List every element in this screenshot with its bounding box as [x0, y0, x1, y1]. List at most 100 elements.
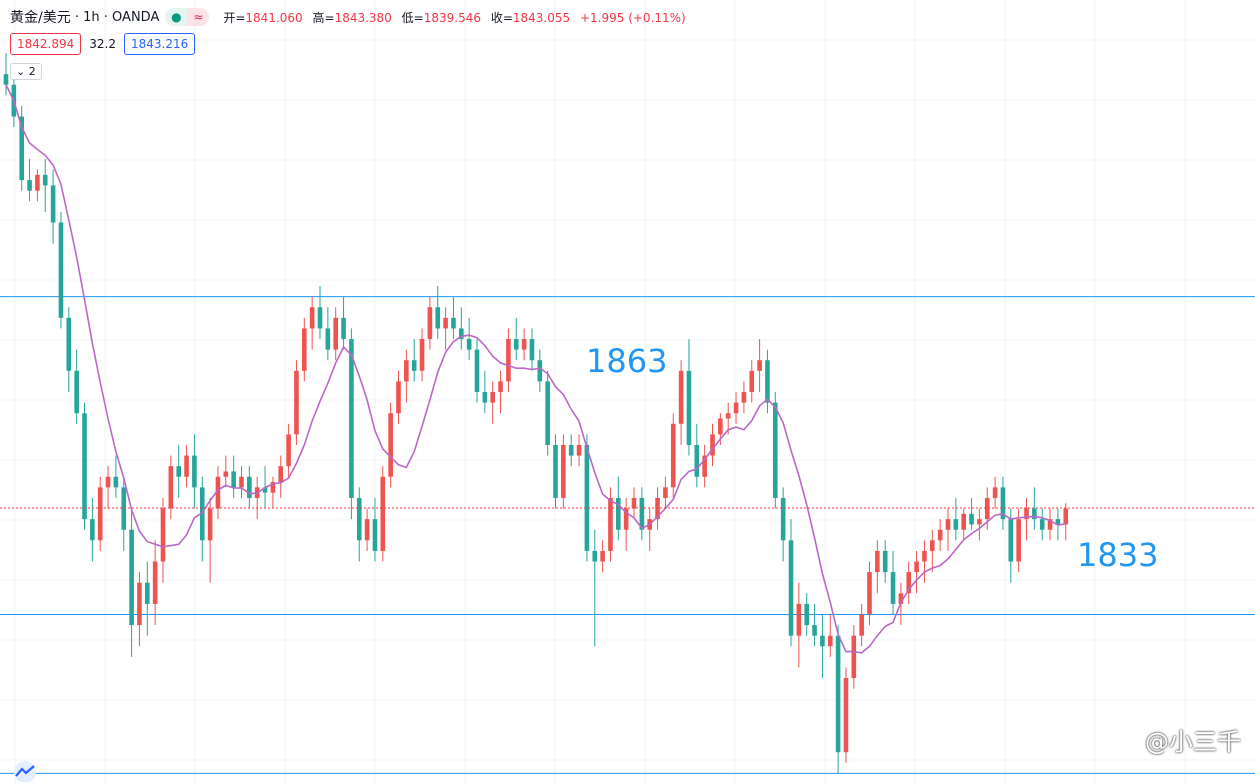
candles [3, 52, 1069, 774]
candle-body [129, 529, 134, 626]
spread-value: 32.2 [89, 37, 116, 51]
candle [867, 561, 872, 626]
candle-body [655, 497, 660, 520]
indicator-collapse-button[interactable]: ⌄ 2 [10, 63, 42, 80]
candle-body [513, 339, 519, 350]
candle-body [3, 74, 9, 85]
candle [1039, 508, 1045, 541]
candle-body [584, 444, 590, 551]
candle-body [733, 402, 739, 414]
candle-body [992, 487, 998, 498]
candle-body [286, 434, 291, 467]
candle [380, 466, 386, 562]
candle-body [498, 381, 503, 392]
low-value: 1839.546 [423, 10, 481, 25]
candle-body [137, 582, 142, 626]
candle-body [341, 317, 346, 340]
candle [977, 508, 982, 541]
candle [600, 540, 605, 573]
candle-body [890, 572, 896, 604]
candle [239, 466, 244, 498]
candle-body [796, 603, 802, 636]
candle-body [97, 487, 103, 541]
ohlc-values: 开=1841.060 高=1843.380 低=1839.546 收=1843.… [223, 10, 686, 25]
candle [545, 370, 550, 456]
candle [97, 476, 103, 551]
candle-body [474, 349, 480, 392]
candle-body [922, 550, 927, 562]
candle [482, 370, 488, 414]
ask-button[interactable]: 1843.216 [123, 33, 196, 55]
candle-body [262, 487, 268, 493]
candle [702, 444, 707, 488]
candle [639, 487, 645, 541]
candle-body [443, 317, 448, 329]
market-status-pill[interactable]: ● ≈ [165, 8, 210, 26]
candle [341, 296, 346, 350]
candle-body [349, 339, 354, 498]
candle [953, 497, 959, 541]
candle-body [930, 540, 935, 551]
candle-body [953, 519, 959, 530]
candle-body [333, 317, 338, 350]
candle-body [773, 402, 778, 498]
candle [513, 317, 519, 361]
candle [561, 434, 566, 509]
candle-body [529, 339, 535, 361]
candle [875, 540, 880, 594]
candle-body [1016, 519, 1021, 562]
candle-body [35, 174, 40, 191]
candle [435, 286, 441, 340]
candle-body [592, 550, 598, 562]
candle-body [710, 434, 715, 456]
candle [749, 360, 755, 403]
candle-body [199, 487, 205, 541]
candle-body [639, 497, 645, 530]
candle [372, 497, 378, 562]
candle-body [561, 444, 566, 498]
candle-body [239, 476, 244, 488]
candle [411, 339, 417, 382]
candle-body [380, 476, 386, 551]
candle [443, 307, 448, 350]
candle-body [859, 614, 864, 636]
candle-body [616, 497, 621, 530]
candle [333, 307, 338, 361]
candle [349, 328, 354, 520]
candle [969, 497, 974, 530]
candle [466, 317, 472, 361]
candle [199, 476, 205, 562]
candle [388, 402, 393, 488]
candle [498, 370, 503, 414]
quote-row: 1842.894 32.2 1843.216 [10, 33, 196, 55]
bid-button[interactable]: 1842.894 [10, 33, 82, 55]
candle [27, 158, 32, 202]
candle-body [152, 561, 158, 604]
candle-body [749, 370, 755, 392]
candle-body [1047, 519, 1053, 530]
candle [35, 169, 40, 202]
candle-body [678, 370, 684, 424]
candle-body [27, 180, 32, 191]
tradingview-logo-icon[interactable] [10, 760, 40, 782]
candle-body [568, 444, 574, 456]
candle [647, 508, 652, 551]
candle-body [74, 370, 79, 414]
candle [686, 339, 692, 456]
candle [270, 476, 276, 509]
candle [121, 476, 127, 551]
candle-body [325, 328, 331, 350]
candle [835, 625, 841, 774]
candle-body [1039, 519, 1045, 530]
candle-body [553, 444, 558, 498]
candle-body [835, 635, 841, 753]
candle [42, 158, 48, 212]
candle-body [396, 381, 401, 414]
close-value: 1843.055 [512, 10, 571, 25]
candle [278, 455, 284, 498]
symbol-title[interactable]: 黄金/美元 [10, 10, 71, 26]
candle-body [718, 418, 723, 435]
candle [19, 105, 24, 191]
candle-body [145, 582, 150, 604]
